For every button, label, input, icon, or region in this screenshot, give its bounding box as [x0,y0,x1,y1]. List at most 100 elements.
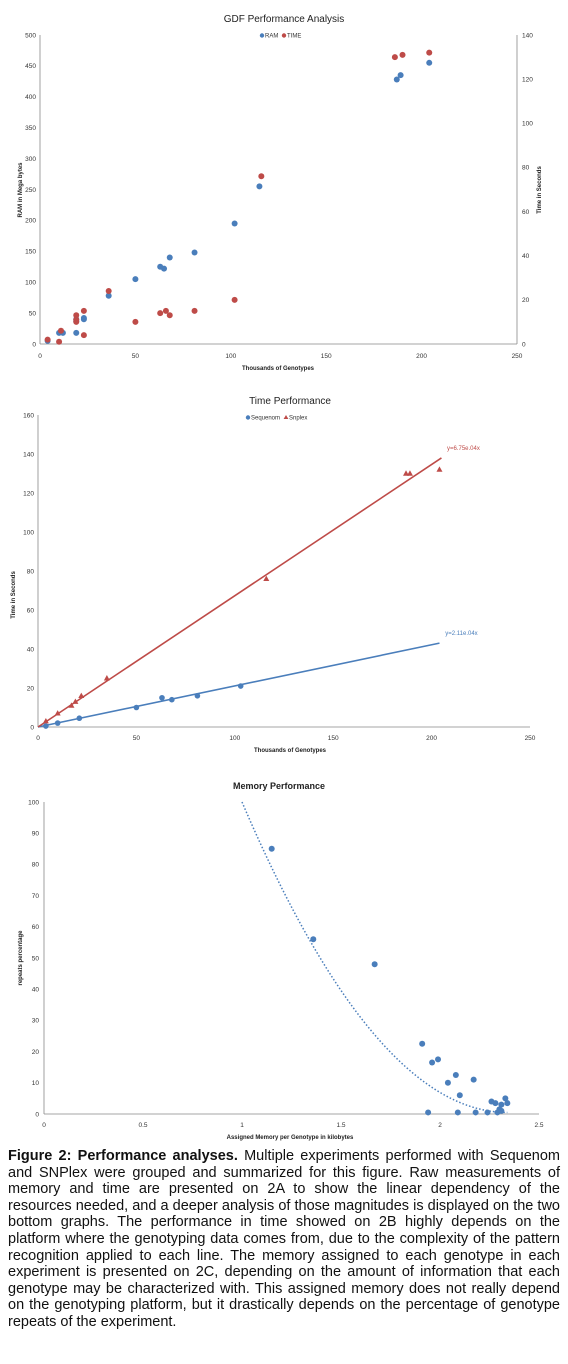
x-tick-label: 0.5 [138,1122,147,1129]
y-tick-label: 250 [25,187,36,194]
data-point-time [426,49,433,56]
y-tick-label: 10 [32,1080,40,1087]
y-tick-label: 100 [23,529,34,536]
x-axis-label: Assigned Memory per Genotype in kilobyte… [227,1135,354,1141]
data-point-time [57,327,64,334]
data-point [310,936,317,943]
y-tick-label: 60 [27,607,35,614]
y-axis-label: Time in Seconds [11,571,17,619]
data-point-time [258,173,265,180]
y2-tick-label: 0 [522,341,526,348]
data-point [419,1040,426,1047]
data-point-time [191,307,198,314]
y2-tick-label: 140 [522,32,533,39]
y-tick-label: 20 [32,1049,40,1056]
x-tick-label: 150 [321,353,332,360]
data-point-snplex [263,575,270,581]
legend-entry: Snplex [289,416,307,422]
y2-tick-label: 20 [522,297,530,304]
legend-marker [245,415,251,420]
data-point-snplex [406,470,413,476]
y-tick-label: 160 [23,412,34,419]
data-point-time [391,54,398,61]
chart-gdf-performance: GDF Performance Analysis RAM TIME 0 50 100 1… [18,14,543,372]
data-point-ram [191,249,198,256]
data-point-snplex [78,692,85,698]
data-point-sequenom [76,715,83,722]
data-point-ram [105,292,112,299]
trendlines: y=2.11e.04x y=6.75e.04x [37,446,480,728]
data-point-time [166,312,173,319]
y-axis-label: repeats percentage [18,930,24,986]
x-tick-label: 50 [132,353,140,360]
data-point-sequenom [194,693,201,699]
caption-label: Figure 2: Performance analyses. [8,1148,238,1164]
y-tick-label: 70 [32,893,40,900]
data-points [44,49,433,345]
trendline-snplex [37,457,442,728]
data-point-ram [132,276,139,283]
trendline-equation: y=6.75e.04x [447,446,480,452]
data-point-sequenom [43,723,49,729]
y-tick-label: 350 [25,125,36,132]
data-point-ram [397,72,404,79]
x-tick-label: 100 [225,353,236,360]
data-point-time [157,310,164,317]
y-tick-label: 40 [32,987,40,994]
y-tick-label: 50 [32,955,40,962]
data-point-time [399,51,406,58]
trendline-equation: y=2.11e.04x [445,631,477,637]
data-point [454,1109,461,1116]
x-axis-label: Thousands of Genotypes [242,366,315,372]
data-point-snplex [68,702,75,708]
y2-tick-label: 100 [522,121,533,128]
figure-caption: Figure 2: Performance analyses. Multiple… [8,1148,560,1331]
chart-memory-performance: Memory Performance 0 0.5 1 1.5 2 2.5 0 10 20 30 40… [18,781,544,1141]
y-tick-label: 400 [25,94,36,101]
y-tick-label: 80 [27,568,35,575]
x-tick-label: 50 [133,735,141,742]
data-point [504,1100,511,1107]
legend-entry: RAM [265,34,278,40]
data-point [484,1109,491,1116]
data-point [502,1095,509,1102]
x-tick-label: 1.5 [336,1122,345,1129]
data-point [456,1092,463,1099]
x-tick-label: 0 [42,1122,46,1129]
data-points [42,466,443,729]
x-tick-label: 200 [426,735,437,742]
y-tick-label: 300 [25,156,36,163]
data-point-time [105,288,112,295]
legend-entry: Sequenom [251,416,280,422]
y-tick-label: 30 [32,1018,40,1025]
legend-entry: TIME [287,34,301,40]
y-axis-label: RAM in Mega bytes [18,162,24,218]
y-tick-label: 100 [25,280,36,287]
y2-tick-label: 60 [522,209,530,216]
x-tick-label: 200 [416,353,427,360]
data-point-time [80,332,87,339]
y-tick-label: 0 [30,724,34,731]
legend: RAM TIME [259,33,301,40]
y-tick-label: 500 [25,32,36,39]
y-tick-label: 450 [25,63,36,70]
data-point-ram [73,329,80,336]
data-point [492,1100,499,1107]
data-point [425,1109,432,1116]
x-tick-label: 1 [240,1122,244,1129]
legend-marker [283,415,289,419]
data-points [268,845,511,1116]
x-tick-label: 2 [438,1122,442,1129]
data-point [371,961,378,968]
caption-text: Multiple experiments performed with Sequ… [8,1148,560,1330]
data-point-snplex [436,466,443,472]
y-tick-label: 50 [29,310,37,317]
data-point-ram [256,183,263,190]
data-point [435,1056,442,1063]
data-point-sequenom [54,720,61,726]
legend: Sequenom Snplex [245,415,307,422]
data-point-snplex [403,470,410,476]
chart-title: Time Performance [249,396,331,407]
data-point [268,845,275,852]
data-point-time [80,307,87,314]
